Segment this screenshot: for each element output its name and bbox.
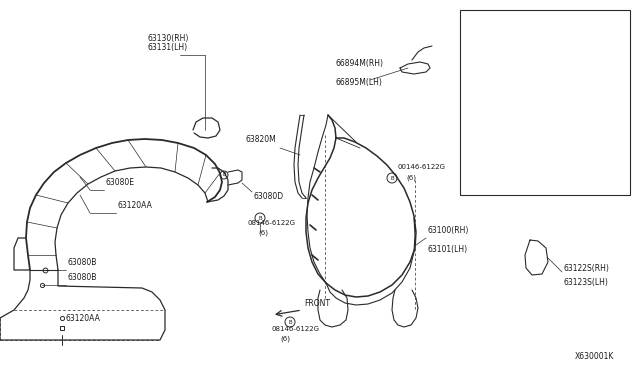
Text: 63080B: 63080B [68,273,97,282]
Text: 63131(LH): 63131(LH) [148,43,188,52]
Text: 63161M(LH): 63161M(LH) [558,139,601,145]
Text: 08146-6122G: 08146-6122G [272,326,320,332]
Text: 63123S(LH): 63123S(LH) [564,278,609,287]
Text: 63101(LH): 63101(LH) [428,245,468,254]
Text: 63820M: 63820M [246,135,276,144]
Text: B: B [222,173,226,177]
Text: B: B [288,320,292,324]
Text: 66895M(LH): 66895M(LH) [336,78,383,87]
Text: 63130(RH): 63130(RH) [148,34,189,43]
Text: 63080D: 63080D [254,192,284,201]
Text: 63120AA: 63120AA [118,201,153,210]
Text: FRONT: FRONT [304,299,330,308]
Text: 63080E: 63080E [106,178,135,187]
Text: (6): (6) [406,175,416,181]
Text: (6): (6) [280,336,290,343]
Text: 63100(RH): 63100(RH) [428,226,469,235]
Text: X630001K: X630001K [575,352,614,361]
Text: 00146-6122G: 00146-6122G [398,164,446,170]
Text: (6): (6) [258,230,268,237]
Bar [460,10,630,195]
Text: 63120AA: 63120AA [66,314,101,323]
Text: 63080B: 63080B [68,258,97,267]
Text: B: B [390,176,394,180]
Text: B: B [258,215,262,221]
Text: 63122S(RH): 63122S(RH) [564,263,610,273]
Text: 63160M(RH): 63160M(RH) [558,129,602,135]
Text: 08146-6122G: 08146-6122G [248,220,296,226]
Text: 66894M(RH): 66894M(RH) [336,59,384,68]
